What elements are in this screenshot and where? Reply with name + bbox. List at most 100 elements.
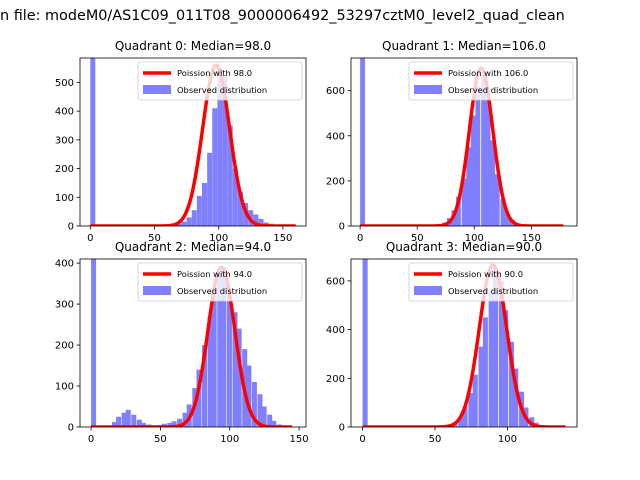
histogram-bar — [141, 422, 146, 427]
chart-plot-area — [90, 58, 296, 226]
histogram-bar — [171, 421, 177, 427]
y-tick-label: 600 — [326, 86, 345, 97]
legend-hist-swatch — [143, 286, 171, 295]
x-tick-label: 0 — [88, 434, 94, 445]
histogram-bar — [456, 196, 461, 226]
chart-title: Quadrant 3: Median=90.0 — [386, 240, 542, 254]
x-tick-label: 50 — [429, 434, 442, 445]
histogram-bar — [482, 317, 488, 427]
poisson-fit-line — [90, 63, 296, 226]
histogram-bar — [488, 290, 494, 427]
y-tick-label: 600 — [326, 276, 345, 287]
histogram-bar — [91, 259, 97, 427]
chart-legend: Poission with 90.0 Observed distribution — [408, 262, 574, 302]
legend-hist-swatch — [414, 85, 442, 94]
histogram-bar — [503, 310, 509, 427]
legend-hist-swatch — [143, 85, 171, 94]
x-tick-label: 100 — [465, 233, 484, 244]
legend-fit-label: Poission with 98.0 — [177, 68, 252, 78]
x-tick-label: 150 — [522, 233, 541, 244]
histogram-bar — [485, 99, 491, 226]
poisson-fit-line — [91, 265, 293, 427]
y-tick-label: 200 — [326, 374, 345, 385]
y-tick-label: 0 — [339, 222, 345, 233]
y-tick-label: 200 — [55, 341, 74, 352]
y-tick-label: 400 — [326, 325, 345, 336]
x-tick-label: 50 — [148, 233, 161, 244]
histogram-bar — [472, 374, 478, 427]
histogram-bar — [136, 419, 142, 427]
legend-hist-label: Observed distribution — [177, 85, 267, 95]
histogram-bar — [196, 195, 202, 226]
histogram-bar — [121, 412, 127, 427]
histogram-bar — [468, 392, 474, 427]
histogram-bar — [212, 108, 218, 226]
histogram-bar — [116, 416, 122, 427]
x-tick-label: 0 — [87, 233, 93, 244]
chart-panel-1: 0 50 100 150 0 200 400 600 Quadrant 1: Median=10… — [326, 39, 578, 244]
figure-suptitle: n file: modeM0/AS1C09_011T08_9000006492_… — [0, 8, 565, 24]
histogram-bar — [490, 140, 496, 226]
histogram-bar — [232, 168, 238, 226]
histogram-bar — [267, 414, 273, 427]
histogram-bar — [131, 414, 137, 427]
y-tick-label: 400 — [55, 107, 74, 118]
y-tick-label: 300 — [55, 300, 74, 311]
histogram-bar — [246, 365, 252, 427]
legend-box — [137, 262, 303, 302]
histogram-bar — [257, 394, 263, 427]
x-tick-label: 50 — [154, 434, 167, 445]
legend-box — [137, 61, 303, 101]
histogram-bar — [217, 68, 223, 226]
histogram-bar — [462, 406, 468, 427]
poisson-fit-line — [362, 263, 566, 427]
chart-title: Quadrant 1: Median=106.0 — [382, 39, 546, 53]
x-tick-label: 150 — [273, 233, 292, 244]
axes-frame — [350, 258, 578, 428]
histogram-bar — [470, 115, 476, 226]
x-tick-label: 100 — [498, 434, 517, 445]
histogram-bar — [217, 273, 223, 427]
histogram-bar — [207, 316, 213, 427]
histogram-bar — [191, 210, 197, 226]
histogram-bar — [258, 218, 264, 226]
chart-plot-area — [91, 259, 293, 427]
legend-fit-label: Poission with 90.0 — [448, 269, 523, 279]
histogram-bar — [271, 420, 277, 427]
chart-panel-0: 0 50 100 150 0 100 200 300 400 500 Quadrant 0: Med… — [55, 39, 307, 244]
histogram-bar — [221, 267, 227, 427]
axes-frame — [79, 258, 307, 428]
histogram-bar — [237, 191, 243, 226]
chart-legend: Poission with 98.0 Observed distribution — [137, 61, 303, 101]
histogram-bar — [186, 217, 192, 226]
histogram-bar — [177, 418, 183, 427]
histogram-bar — [500, 198, 506, 226]
histogram-bar — [498, 280, 504, 427]
x-tick-label: 0 — [359, 434, 365, 445]
x-tick-label: 50 — [411, 233, 424, 244]
histogram-bar — [226, 295, 232, 427]
y-tick-label: 0 — [68, 423, 74, 434]
y-tick-label: 0 — [68, 222, 74, 233]
histogram-bar — [176, 223, 182, 226]
histogram-bar — [222, 76, 228, 226]
y-tick-label: 400 — [326, 131, 345, 142]
axes-frame — [79, 57, 307, 227]
legend-hist-swatch — [414, 286, 442, 295]
histogram-bar — [261, 406, 267, 427]
histogram-bar — [207, 152, 213, 226]
histogram-bar — [513, 368, 519, 427]
histogram-bar — [182, 412, 188, 427]
histogram-bar — [508, 341, 514, 427]
chart-legend: Poission with 94.0 Observed distribution — [137, 262, 303, 302]
y-tick-label: 100 — [55, 193, 74, 204]
legend-box — [408, 262, 574, 302]
y-tick-label: 0 — [339, 423, 345, 434]
histogram-bar — [181, 221, 187, 226]
chart-title: Quadrant 2: Median=94.0 — [115, 240, 271, 254]
legend-hist-label: Observed distribution — [448, 85, 538, 95]
histogram-bar — [461, 178, 467, 226]
histogram-bar — [458, 417, 464, 427]
histogram-bar — [360, 58, 365, 226]
